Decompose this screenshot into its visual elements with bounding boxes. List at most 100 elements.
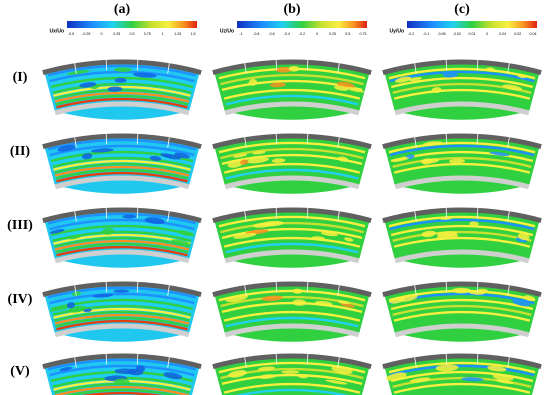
contour-band — [394, 91, 530, 103]
contour-blob — [144, 217, 165, 225]
contour-blob — [57, 145, 76, 152]
contour-band — [405, 388, 519, 395]
top-wall — [42, 353, 202, 370]
colorbar-tick: -0.1 — [423, 32, 429, 36]
contour-blob — [320, 231, 338, 237]
contour-blob — [516, 74, 527, 79]
top-wall — [42, 133, 202, 150]
contour-band — [218, 64, 366, 77]
contour-panel — [42, 281, 202, 342]
contour-band — [394, 313, 530, 325]
contour-blob — [177, 230, 195, 237]
contour-panel — [382, 59, 542, 120]
row-label: (II) — [10, 144, 31, 159]
contour-band — [223, 382, 361, 394]
contour-band — [391, 227, 533, 240]
bottom-wall — [394, 323, 530, 338]
divider — [74, 210, 77, 222]
divider — [275, 353, 278, 365]
contour-band — [390, 76, 534, 89]
contour-blob — [523, 295, 535, 301]
contour-band — [391, 301, 533, 314]
contour-band — [50, 298, 194, 311]
top-wall — [382, 133, 542, 150]
top-wall — [382, 207, 542, 224]
top-wall — [212, 353, 372, 370]
contour-band — [219, 218, 365, 231]
divider — [337, 210, 340, 222]
contour-blob — [258, 374, 277, 379]
contour-blob — [334, 85, 349, 91]
contour-band — [394, 239, 530, 251]
contour-band — [50, 221, 194, 234]
contour-band — [223, 88, 361, 100]
contour-band — [219, 70, 365, 83]
contour-band — [390, 224, 534, 237]
divider — [244, 284, 247, 296]
contour-band — [55, 316, 189, 328]
contour-band — [54, 91, 190, 103]
contour-band — [223, 85, 361, 97]
divider — [445, 59, 448, 71]
divider — [445, 133, 448, 145]
contour-band — [392, 304, 532, 316]
contour-blob — [81, 153, 93, 160]
contour-blob — [485, 67, 496, 72]
contour-blob — [496, 379, 514, 384]
contour-panel — [212, 207, 372, 268]
contour-blob — [311, 236, 326, 241]
divider — [105, 353, 108, 365]
colorbar-tick: 0 — [101, 32, 103, 36]
contour-blob — [325, 379, 348, 385]
contour-blob — [233, 233, 257, 239]
contour-band — [65, 388, 179, 395]
contour-blob — [345, 86, 365, 93]
divider — [105, 59, 108, 71]
colorbar-tick: -0.4 — [284, 32, 290, 36]
colorbar-tick: -0.25 — [82, 32, 90, 36]
contour-band — [421, 391, 503, 395]
contour-band — [51, 373, 193, 386]
contour-blob — [107, 86, 123, 92]
contour-band — [48, 215, 196, 228]
colorbar-tick: 0 — [486, 32, 488, 36]
contour-blob — [451, 287, 471, 294]
colorbar-tick: 1.25 — [174, 32, 181, 36]
contour-panel — [212, 281, 372, 342]
divider — [275, 207, 278, 219]
contour-blob — [442, 72, 459, 78]
colorbar-tick: -0.5 — [68, 32, 74, 36]
contour-blob — [421, 230, 436, 238]
contour-band — [391, 153, 533, 166]
contour-band — [56, 171, 188, 183]
contour-band — [395, 316, 529, 328]
contour-band — [396, 97, 528, 109]
contour-band — [218, 286, 366, 299]
divider — [445, 207, 448, 219]
contour-blob — [502, 84, 523, 91]
divider — [275, 133, 278, 145]
contour-band — [223, 379, 361, 391]
top-wall — [42, 207, 202, 224]
divider — [167, 210, 170, 222]
contour-blob — [261, 220, 284, 227]
divider — [337, 136, 340, 148]
contour-band — [51, 227, 193, 240]
divider — [275, 281, 278, 293]
row-label: (V) — [10, 364, 30, 379]
divider — [414, 356, 417, 368]
divider — [136, 207, 139, 219]
contour-blob — [49, 305, 71, 312]
contour-blob — [292, 299, 307, 306]
row-label: (IV) — [8, 292, 33, 307]
bottom-wall — [394, 175, 530, 190]
contour-band — [390, 221, 534, 234]
colorbar-tick: 1.5 — [191, 32, 196, 36]
contour-blob — [389, 296, 405, 304]
contour-blob — [340, 303, 355, 308]
bottom-wall — [54, 101, 190, 116]
contour-blob — [227, 160, 245, 168]
contour-blob — [163, 372, 183, 380]
contour-blob — [114, 67, 132, 73]
row-label: (III) — [7, 218, 33, 233]
